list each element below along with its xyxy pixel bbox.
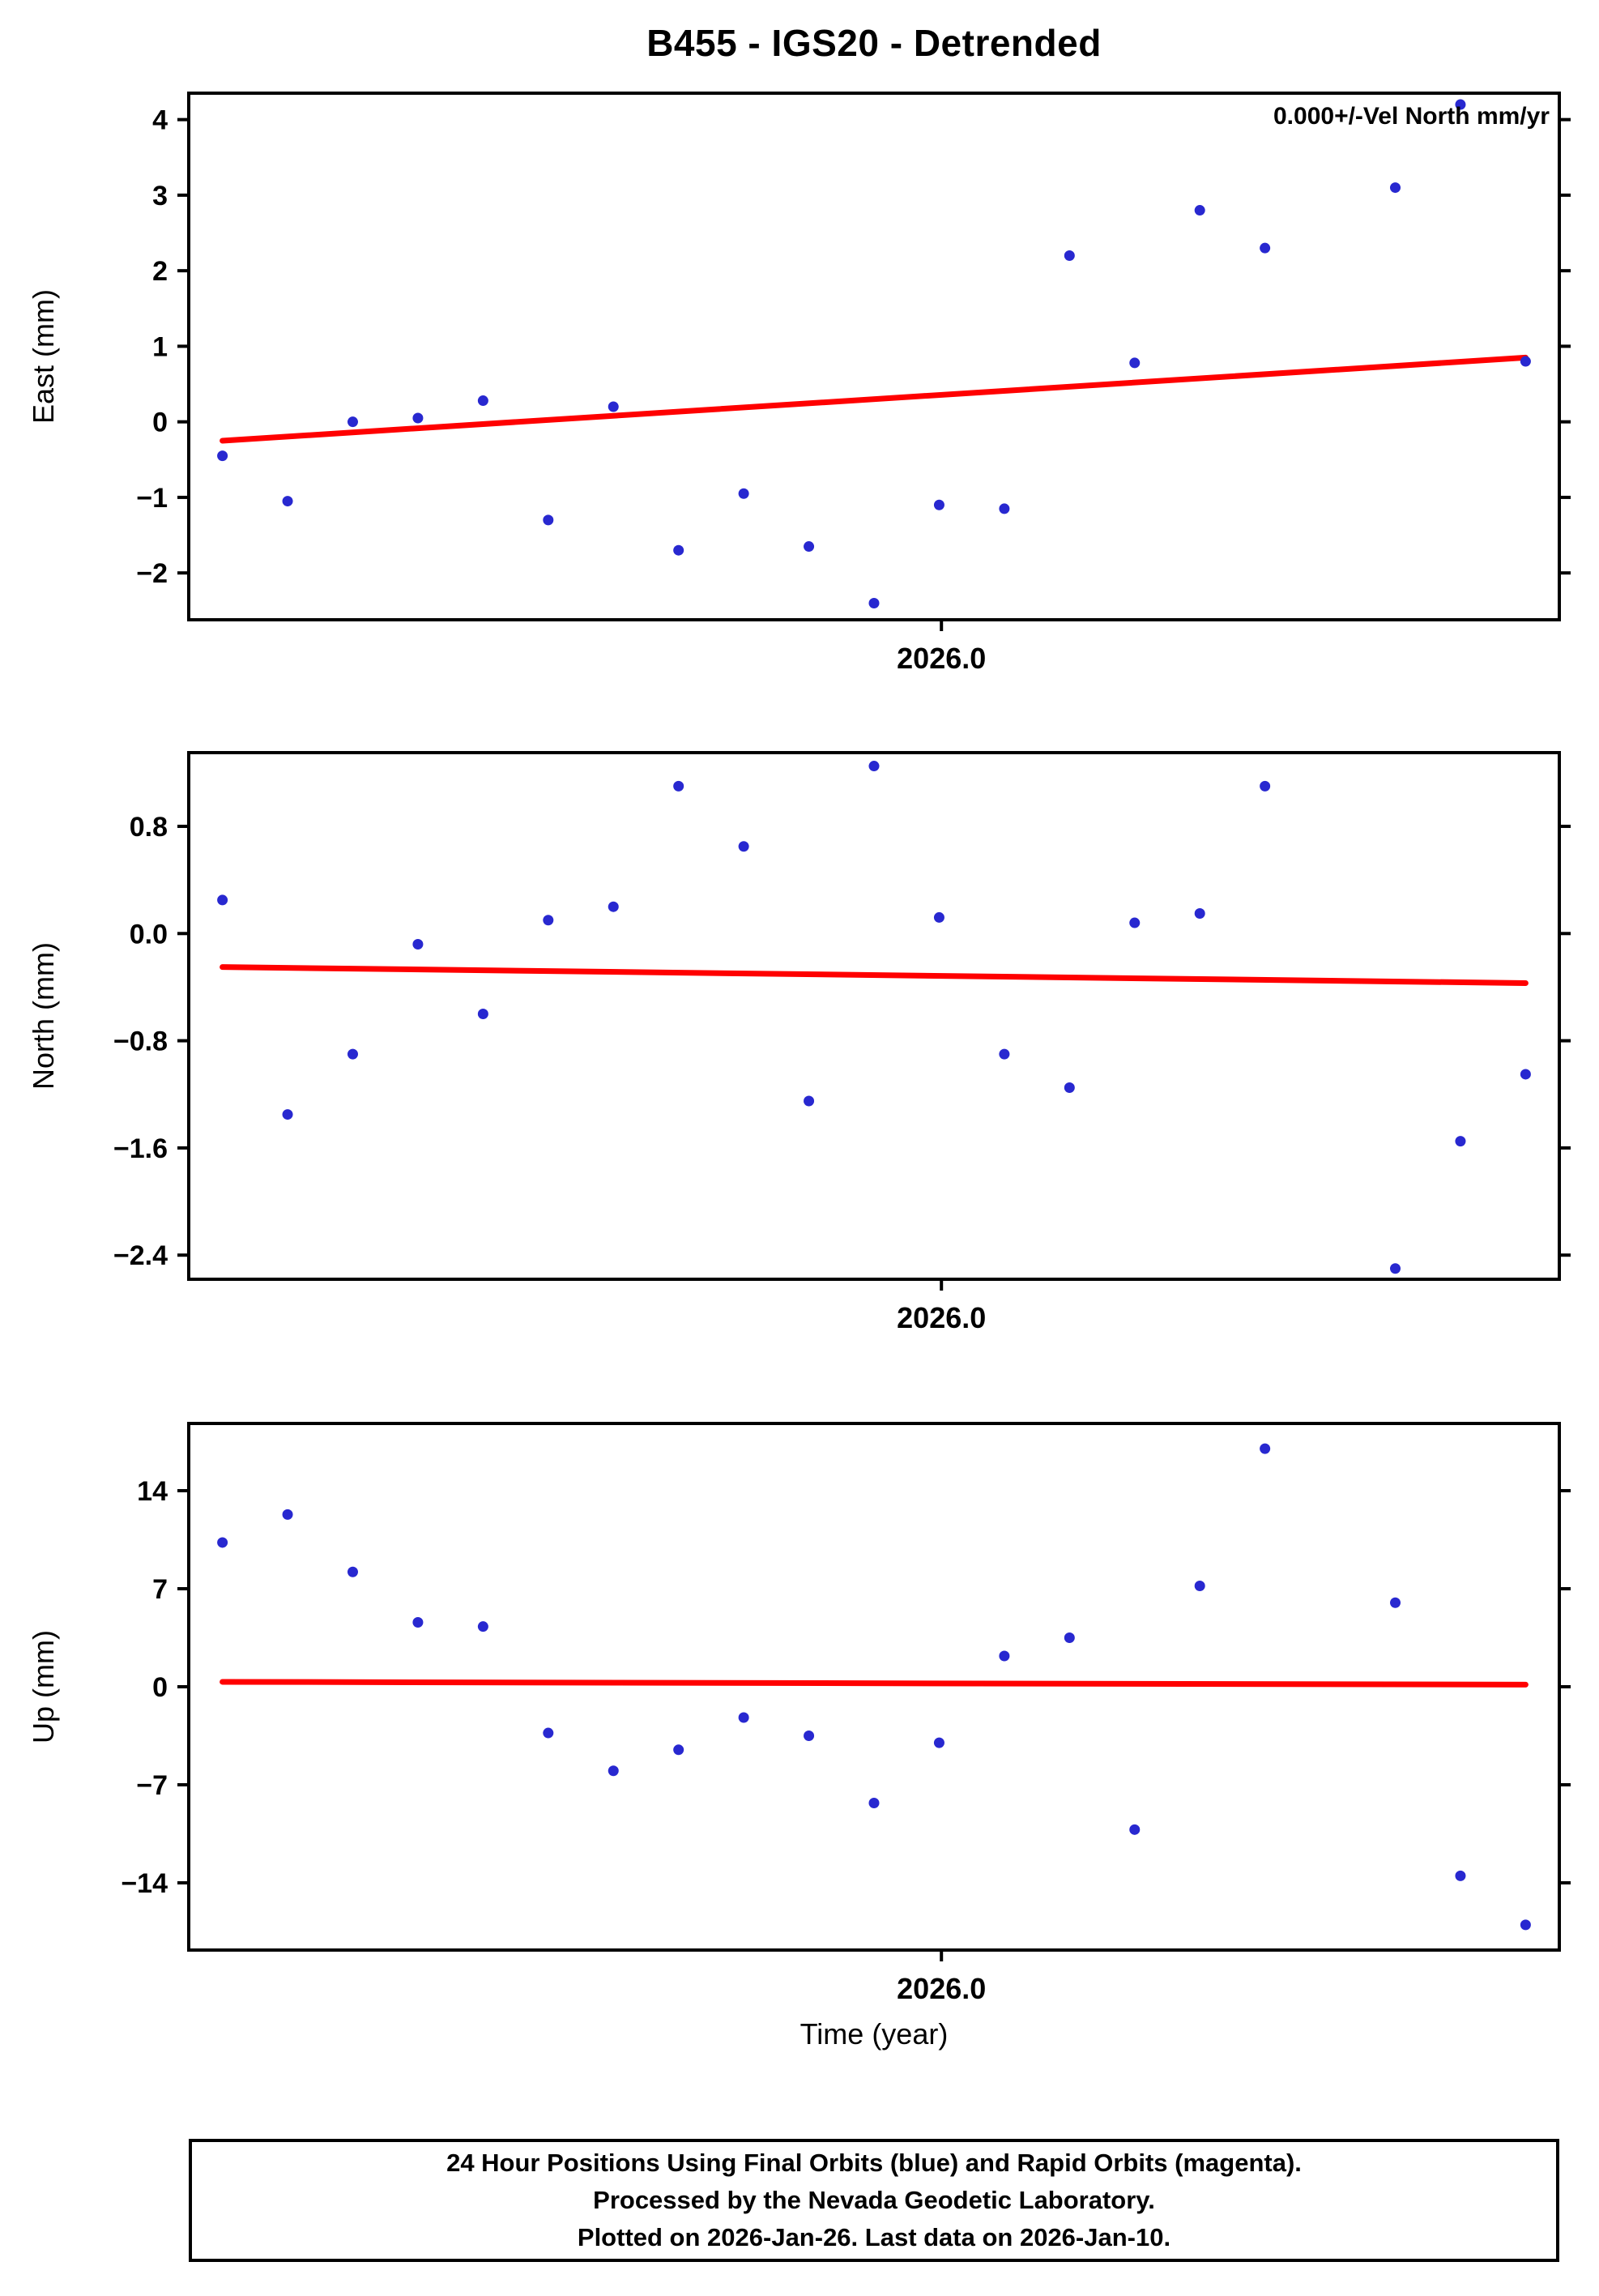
caption-box: 24 Hour Positions Using Final Orbits (bl… (189, 2139, 1559, 2262)
data-point (999, 503, 1010, 514)
page-title: B455 - IGS20 - Detrended (646, 22, 1102, 64)
data-point (412, 939, 424, 950)
data-point (1194, 205, 1205, 216)
caption-line-1: 24 Hour Positions Using Final Orbits (bl… (446, 2149, 1302, 2177)
y-tick-label: 0 (152, 1672, 168, 1703)
data-point (217, 894, 228, 906)
data-point (1390, 182, 1401, 194)
caption-line-3: Plotted on 2026-Jan-26. Last data on 202… (577, 2223, 1171, 2251)
y-axis-label: North (mm) (27, 942, 60, 1090)
data-point (217, 1537, 228, 1548)
trend-line (220, 354, 1529, 444)
y-tick-label: −1.6 (113, 1133, 168, 1164)
north-chart: 0.8 0.0 −0.8 −1.6 −2.4 2026.0 North (mm) (27, 751, 1571, 1334)
data-point (738, 488, 749, 499)
data-point (347, 1048, 358, 1060)
y-tick-label: −0.8 (113, 1026, 168, 1057)
y-tick-label: −1 (136, 483, 168, 514)
data-point (1260, 1443, 1271, 1454)
data-point (868, 1797, 880, 1808)
data-point (1194, 1581, 1205, 1592)
data-point (1194, 907, 1205, 919)
data-point (1129, 917, 1141, 928)
y-tick-label: 0.0 (130, 919, 168, 950)
data-point (1064, 250, 1075, 262)
data-point (608, 401, 619, 412)
data-point (543, 514, 554, 526)
data-point (347, 416, 358, 428)
y-tick-label: −7 (136, 1770, 168, 1801)
velocity-annotation: 0.000+/-Vel North mm/yr (1273, 103, 1550, 130)
data-point (282, 496, 293, 507)
data-point (1455, 1870, 1466, 1881)
data-point (804, 541, 815, 553)
data-point (804, 1095, 815, 1107)
data-point (1260, 780, 1271, 792)
data-point (543, 1727, 554, 1739)
y-axis-label: Up (mm) (27, 1630, 60, 1743)
y-tick-label: −2 (136, 558, 168, 589)
data-point (673, 1744, 684, 1756)
data-point (1520, 1919, 1531, 1931)
data-point (933, 1737, 944, 1748)
data-point (1129, 1824, 1141, 1835)
data-point (1455, 1136, 1466, 1147)
data-point (868, 761, 880, 772)
data-point (999, 1048, 1010, 1060)
y-tick-label: 3 (152, 181, 168, 211)
data-point (1390, 1263, 1401, 1274)
data-point (282, 1109, 293, 1120)
y-tick-label: −14 (121, 1868, 168, 1899)
data-point (412, 412, 424, 424)
data-point (999, 1650, 1010, 1662)
data-point (477, 1621, 488, 1632)
data-point (217, 450, 228, 462)
data-point (804, 1731, 815, 1742)
plot-box (187, 751, 1561, 1281)
data-point (738, 1712, 749, 1723)
y-tick-label: 14 (137, 1476, 168, 1507)
trend-line (220, 964, 1529, 986)
data-point (1390, 1597, 1401, 1608)
y-tick-label: 2 (152, 256, 168, 287)
data-point (1064, 1082, 1075, 1093)
up-chart: 14 7 0 −7 −14 2026.0 Up (mm) (27, 1422, 1571, 2005)
data-point (1260, 242, 1271, 254)
y-axis-label: East (mm) (27, 289, 60, 424)
data-point (543, 915, 554, 926)
east-chart: 4 3 2 1 0 −1 −2 2026.0 East (mm) 0.000+/-Vel Nort… (27, 92, 1571, 675)
data-point (673, 544, 684, 556)
data-point (1520, 356, 1531, 367)
y-tick-label: −2.4 (113, 1240, 168, 1271)
trend-line (220, 1679, 1529, 1688)
y-tick-label: 4 (152, 105, 168, 136)
x-tick-label: 2026.0 (897, 642, 986, 675)
data-point (738, 841, 749, 852)
data-point (868, 597, 880, 608)
data-point (1520, 1069, 1531, 1080)
data-point (477, 395, 488, 407)
caption-line-2: Processed by the Nevada Geodetic Laborat… (593, 2186, 1155, 2214)
data-point (608, 901, 619, 912)
plot-box (187, 92, 1561, 621)
data-point (477, 1009, 488, 1020)
x-tick-label: 2026.0 (897, 1972, 986, 2005)
x-axis-title: Time (year) (800, 2017, 949, 2051)
y-tick-label: 0.8 (130, 812, 168, 843)
data-point (673, 780, 684, 792)
data-point (933, 499, 944, 510)
data-point (412, 1616, 424, 1628)
y-tick-label: 0 (152, 408, 168, 438)
data-point (1455, 99, 1466, 110)
data-point (608, 1765, 619, 1777)
data-point (347, 1566, 358, 1577)
data-point (1129, 357, 1141, 369)
y-tick-label: 1 (152, 331, 168, 362)
data-point (282, 1509, 293, 1520)
data-point (933, 911, 944, 923)
x-tick-label: 2026.0 (897, 1301, 986, 1334)
data-point (1064, 1632, 1075, 1643)
y-tick-label: 7 (152, 1574, 168, 1605)
